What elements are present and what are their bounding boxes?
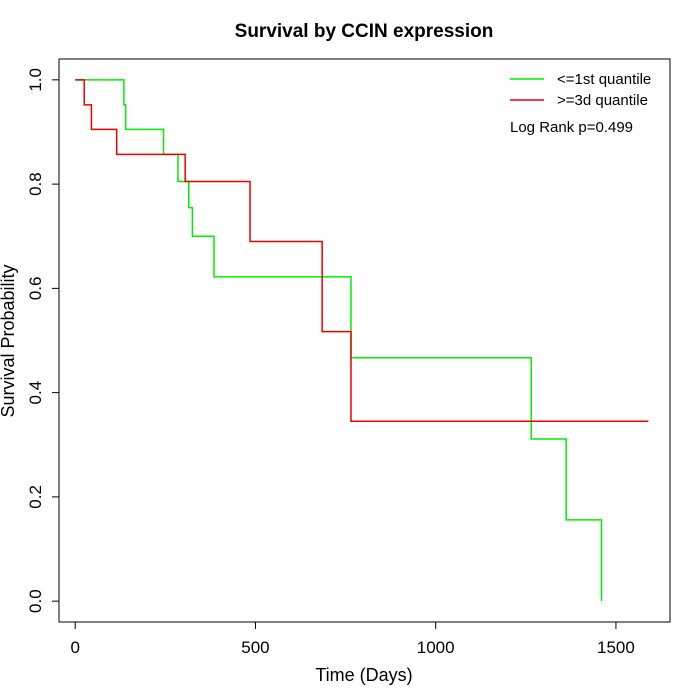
y-tick-label: 0.8 xyxy=(26,172,45,196)
y-tick-label: 0.6 xyxy=(26,277,45,301)
log-rank-annotation: Log Rank p=0.499 xyxy=(510,119,633,136)
x-tick-label: 1000 xyxy=(417,638,455,657)
y-tick-label: 1.0 xyxy=(26,68,45,92)
y-axis-label: Survival Probability xyxy=(0,264,18,417)
x-tick-label: 0 xyxy=(70,638,79,657)
series-layer xyxy=(75,79,649,602)
y-tick-label: 0.2 xyxy=(26,485,45,509)
x-axis: 0 500 1000 1500 xyxy=(70,621,635,657)
legend: <=1st quantile >=3d quantile xyxy=(510,71,651,109)
x-tick-label: 1500 xyxy=(597,638,635,657)
x-tick-label: 500 xyxy=(241,638,269,657)
y-tick-label: 0.0 xyxy=(26,589,45,613)
chart-title: Survival by CCIN expression xyxy=(235,21,494,42)
survival-curve-low-quantile xyxy=(75,79,603,602)
legend-label-high-quantile: >=3d quantile xyxy=(557,92,648,109)
y-tick-label: 0.4 xyxy=(26,381,45,405)
survival-curve-high-quantile xyxy=(75,79,649,423)
legend-label-low-quantile: <=1st quantile xyxy=(557,71,651,88)
y-axis: 0.0 0.2 0.4 0.6 0.8 1.0 xyxy=(26,68,60,613)
plot-frame xyxy=(58,58,671,623)
x-axis-label: Time (Days) xyxy=(315,665,412,685)
